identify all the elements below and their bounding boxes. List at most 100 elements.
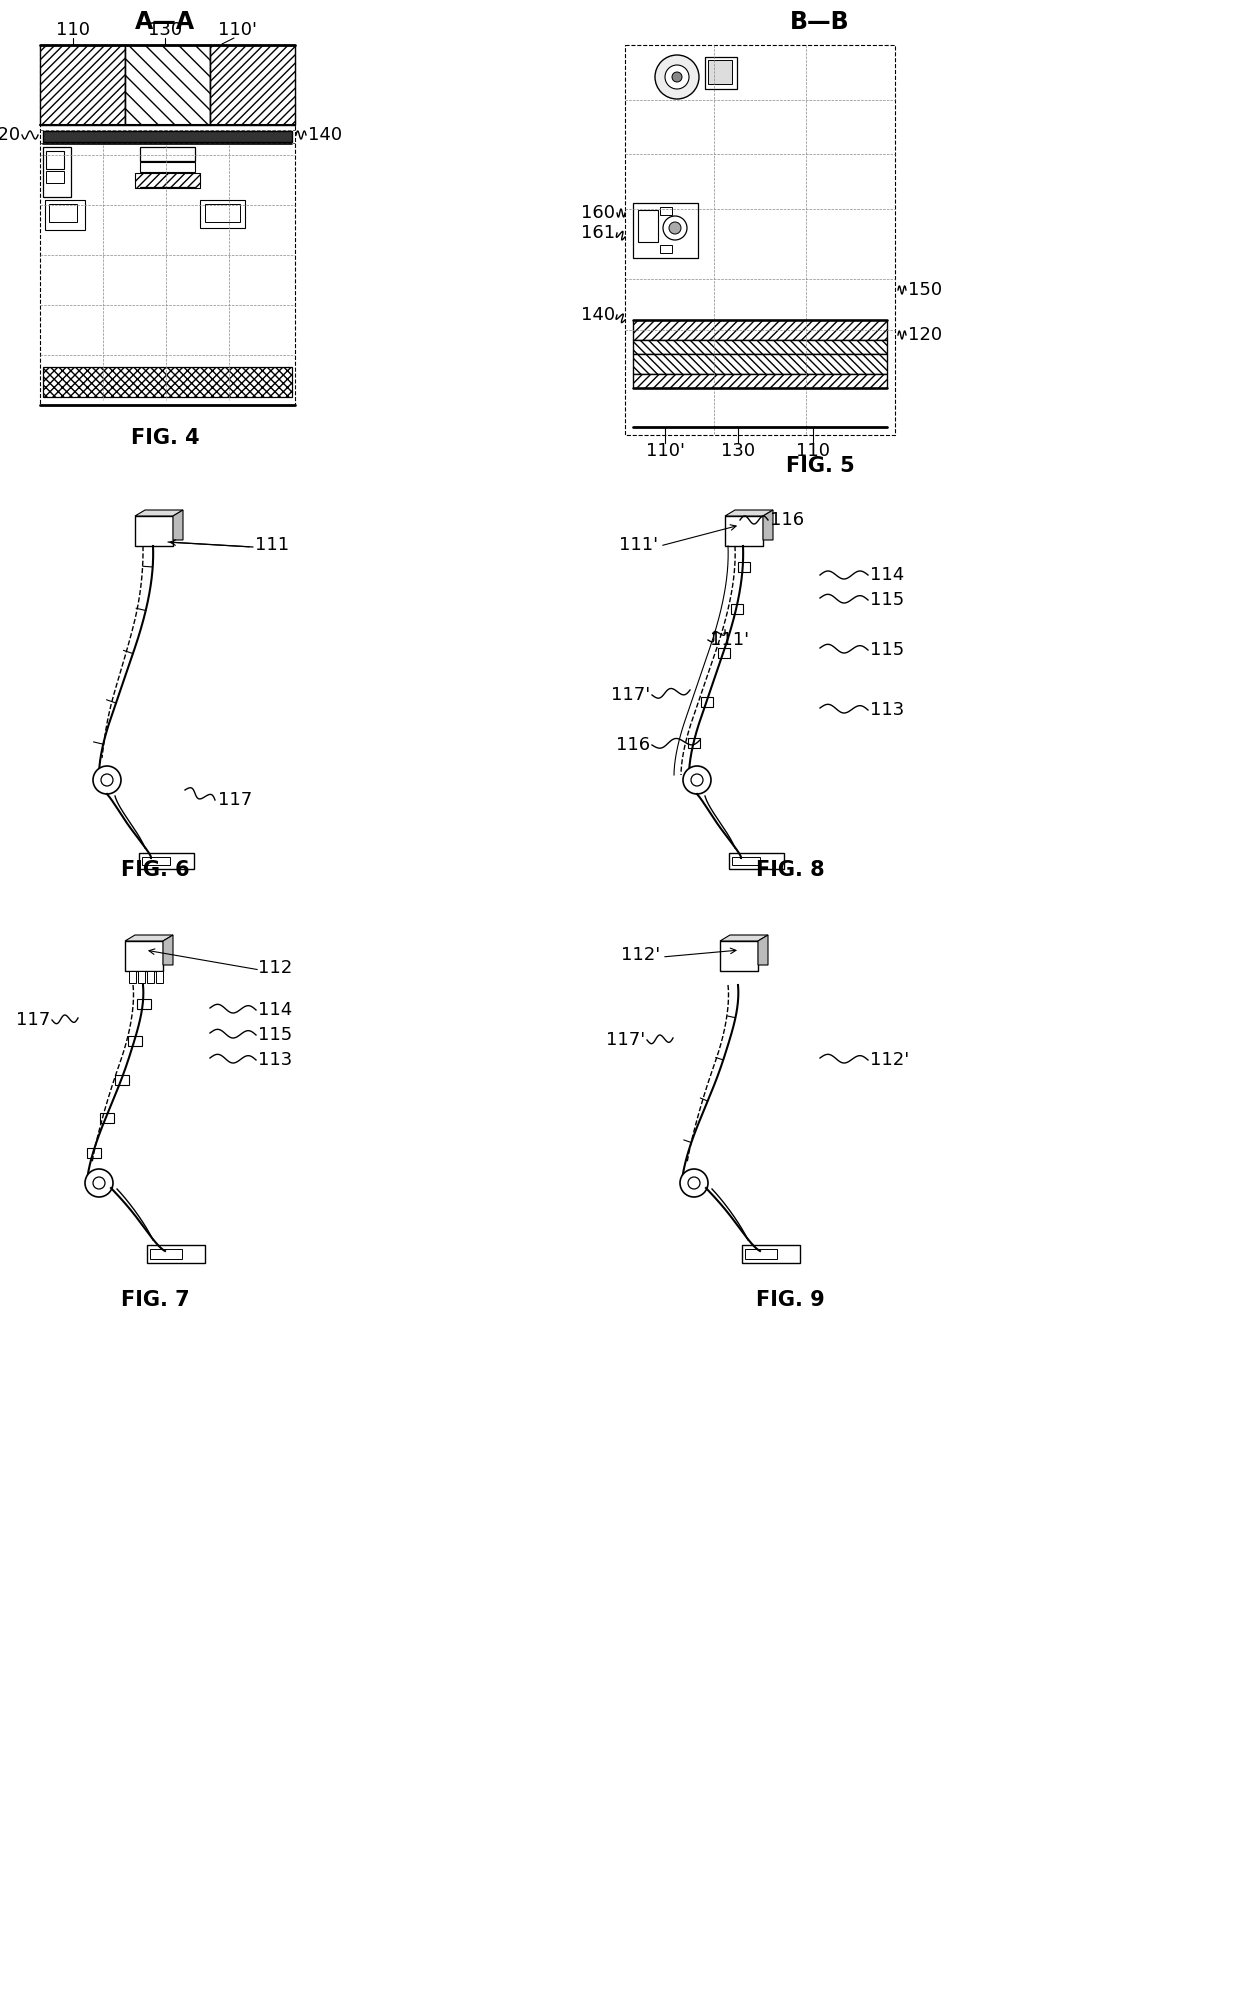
Text: 115: 115 [870,640,904,659]
Text: 130: 130 [720,441,755,459]
Bar [706,56,737,89]
Bar [128,1035,143,1045]
Text: FIG. 4: FIG. 4 [130,429,200,447]
Circle shape [663,215,687,240]
Polygon shape [758,934,768,965]
Text: 114: 114 [258,1001,293,1019]
Text: 111': 111' [711,630,749,649]
Circle shape [672,73,682,83]
Bar [639,209,658,242]
Bar [136,999,151,1009]
Bar [632,203,698,258]
Text: 160: 160 [582,203,615,222]
Polygon shape [174,510,184,540]
Text: 120: 120 [0,127,20,143]
Bar [129,971,136,983]
Bar [725,516,763,546]
Text: 117': 117' [611,687,650,705]
Bar [200,199,246,228]
Bar [50,203,77,222]
Bar [150,1249,182,1259]
Bar [742,1245,800,1263]
Bar [43,147,71,197]
Text: 110: 110 [56,20,91,38]
Bar [205,203,241,222]
Bar [40,44,295,405]
Bar [135,516,174,546]
Text: 120: 120 [908,326,942,344]
Polygon shape [720,934,768,941]
Bar [745,1249,777,1259]
Text: 110: 110 [796,441,830,459]
Text: 111: 111 [255,536,289,554]
Bar [625,44,895,435]
Polygon shape [125,934,174,941]
Bar [40,44,125,125]
Bar [125,941,162,971]
Bar [46,171,64,183]
Bar [148,971,154,983]
Text: 115: 115 [870,590,904,608]
Circle shape [93,1176,105,1188]
Bar [720,941,758,971]
Circle shape [670,222,681,234]
Bar [115,1075,129,1086]
Text: 116: 116 [616,735,650,753]
Bar [135,173,200,187]
Circle shape [655,54,699,99]
Text: 117: 117 [218,792,252,810]
Text: 140: 140 [308,127,342,143]
Bar [210,44,295,125]
Text: 115: 115 [258,1025,293,1043]
Bar [660,246,672,254]
Bar [738,562,750,572]
Bar [46,151,64,169]
Bar [702,697,713,707]
Bar [632,340,887,354]
Text: 110': 110' [218,20,258,38]
Text: 116: 116 [770,512,804,530]
Bar [138,971,145,983]
Bar [99,1114,114,1124]
Text: 113: 113 [258,1051,293,1069]
Circle shape [680,1168,708,1196]
Text: 112': 112' [621,947,660,965]
Polygon shape [162,934,174,965]
Text: 140: 140 [580,306,615,324]
Text: 111': 111' [619,536,658,554]
Bar [140,161,195,171]
Bar [632,320,887,340]
Bar [688,739,701,749]
Text: 117: 117 [16,1011,50,1029]
Text: FIG. 8: FIG. 8 [755,860,825,880]
Bar [732,604,743,614]
Bar [139,854,193,868]
Polygon shape [725,510,773,516]
Bar [732,858,760,864]
Circle shape [688,1176,701,1188]
Bar [125,44,210,125]
Text: 112': 112' [870,1051,909,1069]
Text: 130: 130 [148,20,182,38]
Circle shape [665,64,689,89]
Polygon shape [763,510,773,540]
Bar [143,858,170,864]
Bar [140,147,195,161]
Circle shape [86,1168,113,1196]
Text: 150: 150 [908,282,942,298]
Text: FIG. 5: FIG. 5 [786,455,854,475]
Polygon shape [135,510,184,516]
Bar [148,1245,205,1263]
Bar [43,367,291,397]
Bar [660,207,672,215]
Text: 113: 113 [870,701,904,719]
Text: B—B: B—B [790,10,849,34]
Text: 114: 114 [870,566,904,584]
Text: 161: 161 [580,224,615,242]
Text: FIG. 6: FIG. 6 [120,860,190,880]
Text: 110': 110' [646,441,684,459]
Circle shape [683,765,711,794]
Bar [43,131,291,143]
Text: FIG. 7: FIG. 7 [120,1291,190,1309]
Bar [708,60,732,85]
